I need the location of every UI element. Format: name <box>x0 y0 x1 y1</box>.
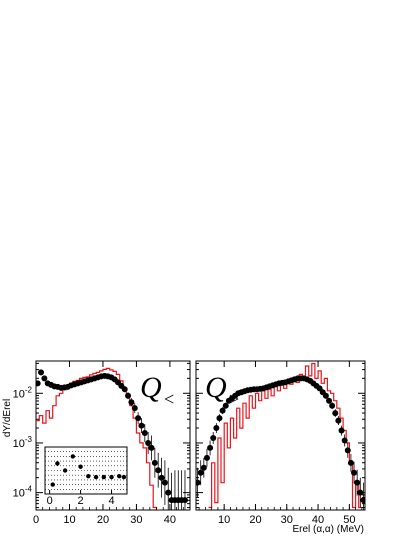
x-tick-label: 10 <box>63 514 75 526</box>
right-axes-ticks: 10 20 30 40 50 <box>196 361 365 526</box>
data-point <box>141 430 148 437</box>
data-point <box>135 415 142 422</box>
panel-label-left: Q < <box>140 371 174 409</box>
x-tick-label: 20 <box>97 514 109 526</box>
inset-point <box>55 461 60 466</box>
left-panel-frame <box>35 360 191 511</box>
data-point <box>341 437 348 444</box>
data-point <box>322 392 329 399</box>
data-point <box>131 405 138 412</box>
x-tick-label: 30 <box>130 514 142 526</box>
data-point <box>210 434 217 441</box>
data-point <box>41 375 48 382</box>
y-tick-label: 10-4 <box>13 485 33 500</box>
y-axis-label: dY/dErel <box>2 399 13 437</box>
inset-point <box>78 464 83 469</box>
x-tick-label: 10 <box>218 514 230 526</box>
data-point <box>125 392 132 399</box>
x-axis-label: Erel (α,α) (MeV) <box>292 524 364 535</box>
inset-point <box>93 474 99 480</box>
data-point <box>121 386 128 393</box>
data-point <box>207 444 214 451</box>
model-curve <box>208 362 362 509</box>
data-point <box>181 497 188 504</box>
data-point <box>197 469 204 476</box>
y-tick-label: 10-2 <box>13 385 33 400</box>
inset-point <box>121 474 127 480</box>
data-point <box>200 464 207 471</box>
data-point <box>161 479 168 486</box>
data-point <box>158 474 165 481</box>
data-point <box>351 469 358 476</box>
inset-ticks: 0 2 4 <box>47 490 115 507</box>
inset-point <box>86 473 91 479</box>
x-tick-label: 40 <box>312 514 324 526</box>
data-point <box>222 402 229 409</box>
panel-label-q-right: Q <box>205 371 227 404</box>
panel-label-right: Q > <box>205 371 239 409</box>
y-tick-label: 10-3 <box>13 435 33 450</box>
inset-point <box>117 473 122 479</box>
inset-point <box>109 474 114 480</box>
data-point <box>145 439 152 446</box>
x-tick-label: 50 <box>343 514 355 526</box>
left-plot-area <box>36 367 188 510</box>
x-tick-label: 0 <box>33 514 39 526</box>
inset-point <box>62 468 68 473</box>
left-panel: 0 10 20 30 40 10-4 10-3 10-2 Q < 0 2 4 <box>13 360 191 526</box>
model-curve <box>36 367 160 510</box>
data-point <box>196 479 201 486</box>
data-point <box>155 467 162 474</box>
data-point <box>138 422 145 429</box>
data-point <box>219 407 226 414</box>
data-point <box>213 425 220 432</box>
x-tick-label: 30 <box>281 514 293 526</box>
data-point <box>335 417 342 424</box>
x-tick-label: 40 <box>164 514 176 526</box>
panel-subscript-right: > <box>229 389 239 409</box>
data-point <box>332 410 339 417</box>
data-point <box>347 459 354 466</box>
inset-x-tick-label: 4 <box>108 495 114 507</box>
x-tick-label: 20 <box>249 514 261 526</box>
panel-subscript-left: < <box>164 389 174 409</box>
inset-x-tick-label: 2 <box>78 495 84 507</box>
data-point <box>216 415 223 422</box>
right-plot-area <box>196 362 365 510</box>
inset-plot: 0 2 4 <box>44 446 128 507</box>
inset-point <box>50 482 55 487</box>
data-point <box>151 459 158 466</box>
data-point <box>148 444 155 451</box>
data-point <box>203 454 210 461</box>
data-point <box>344 447 351 454</box>
data-point <box>165 489 172 496</box>
right-panel: 10 20 30 40 50 Q > <box>195 360 366 526</box>
data-point <box>36 380 41 387</box>
data-point <box>38 369 45 376</box>
data-point <box>354 479 361 486</box>
inset-data <box>50 454 127 487</box>
data-point <box>338 427 345 434</box>
data-point <box>128 399 135 406</box>
inset-point <box>70 454 76 459</box>
panel-label-q-left: Q <box>140 371 162 404</box>
data-point <box>329 402 336 409</box>
inset-x-tick-label: 0 <box>47 495 53 507</box>
data-point <box>326 397 333 404</box>
inset-point <box>101 474 106 480</box>
